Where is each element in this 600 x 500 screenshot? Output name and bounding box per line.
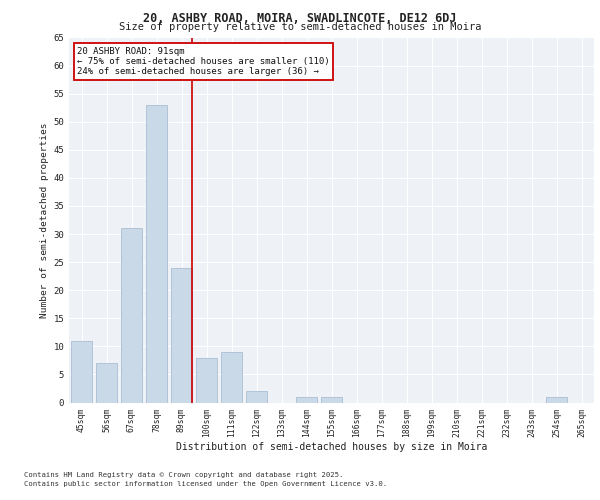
Text: Contains public sector information licensed under the Open Government Licence v3: Contains public sector information licen… — [24, 481, 387, 487]
Bar — [146, 105, 167, 403]
Bar — [121, 228, 142, 402]
Text: Size of property relative to semi-detached houses in Moira: Size of property relative to semi-detach… — [119, 22, 481, 32]
Text: Contains HM Land Registry data © Crown copyright and database right 2025.: Contains HM Land Registry data © Crown c… — [24, 472, 343, 478]
Bar — [321, 397, 342, 402]
Bar — [546, 397, 567, 402]
Bar — [221, 352, 242, 403]
X-axis label: Distribution of semi-detached houses by size in Moira: Distribution of semi-detached houses by … — [176, 442, 487, 452]
Bar — [196, 358, 217, 403]
Bar — [96, 363, 117, 403]
Y-axis label: Number of semi-detached properties: Number of semi-detached properties — [40, 122, 49, 318]
Text: 20, ASHBY ROAD, MOIRA, SWADLINCOTE, DE12 6DJ: 20, ASHBY ROAD, MOIRA, SWADLINCOTE, DE12… — [143, 12, 457, 24]
Bar — [171, 268, 192, 402]
Bar — [246, 392, 267, 402]
Bar — [296, 397, 317, 402]
Bar — [71, 340, 92, 402]
Text: 20 ASHBY ROAD: 91sqm
← 75% of semi-detached houses are smaller (110)
24% of semi: 20 ASHBY ROAD: 91sqm ← 75% of semi-detac… — [77, 46, 329, 76]
